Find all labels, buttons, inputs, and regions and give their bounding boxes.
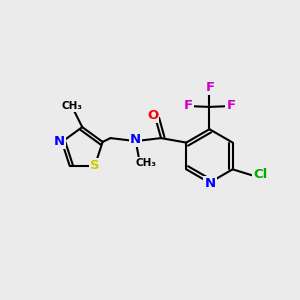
Text: N: N	[205, 177, 216, 190]
Text: N: N	[54, 135, 65, 148]
Text: CH₃: CH₃	[61, 101, 82, 111]
Text: S: S	[90, 159, 100, 172]
Text: F: F	[206, 81, 214, 94]
Text: N: N	[130, 133, 141, 146]
Text: O: O	[147, 109, 158, 122]
Text: F: F	[226, 99, 236, 112]
Text: Cl: Cl	[253, 168, 267, 181]
Text: CH₃: CH₃	[135, 158, 156, 168]
Text: F: F	[184, 99, 193, 112]
